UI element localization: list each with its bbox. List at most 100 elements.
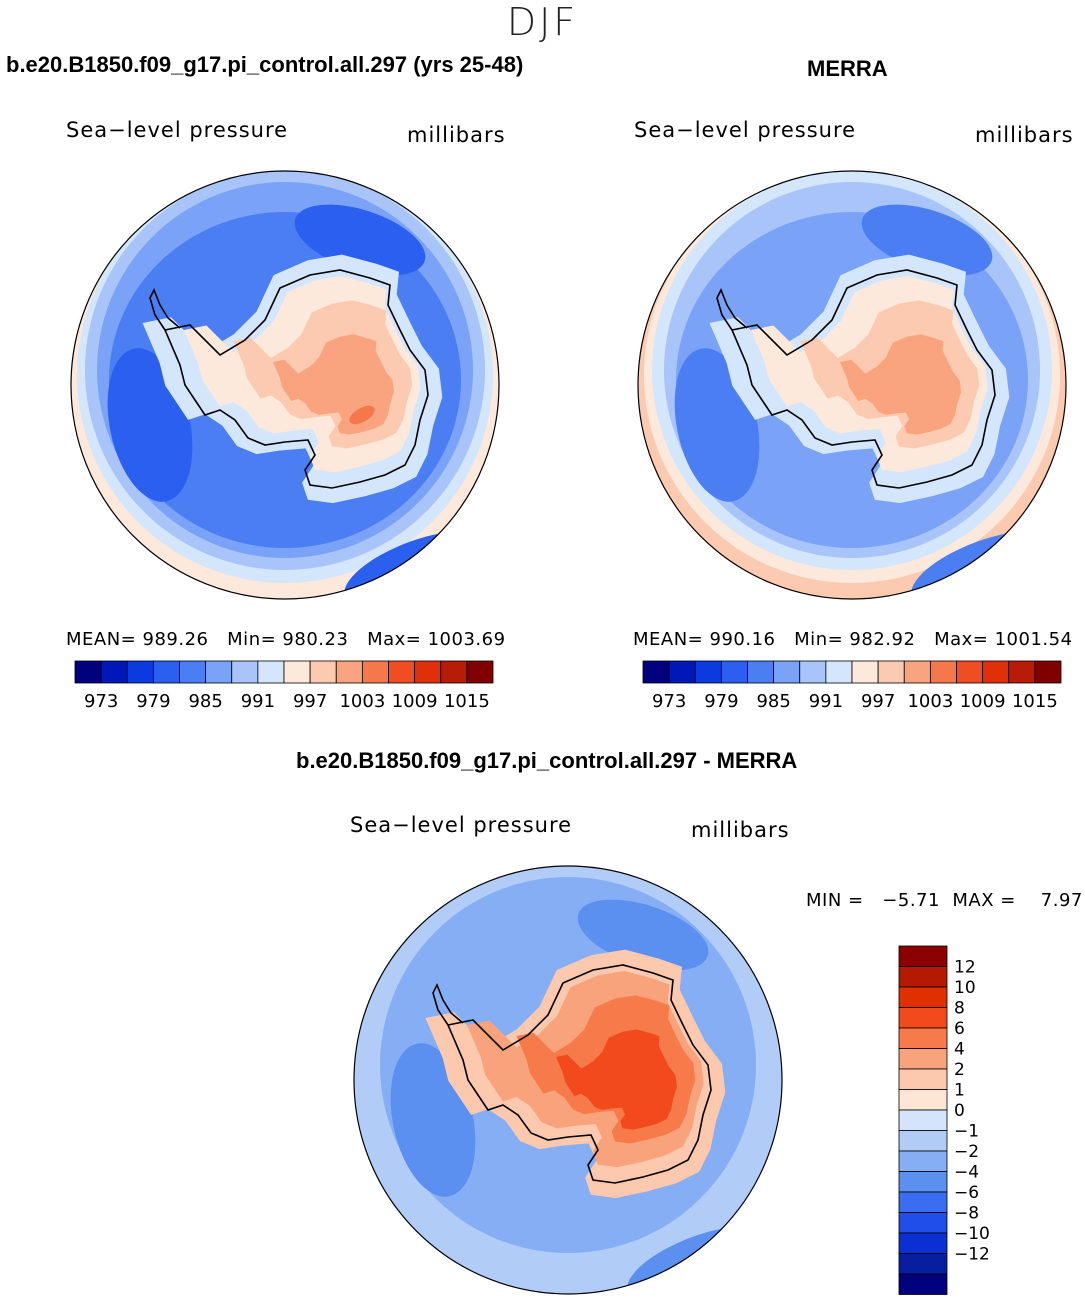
- coastline: [163, 269, 429, 489]
- panel-2-variable: Sea−level pressure: [634, 118, 857, 142]
- colorbar-label: 0: [954, 1101, 965, 1121]
- colorbar-swatch: [694, 660, 722, 684]
- colorbar-swatch: [898, 1253, 948, 1275]
- colorbar-swatch: [309, 660, 337, 684]
- colorbar-swatch: [440, 660, 468, 684]
- colorbar-swatch: [231, 660, 259, 684]
- colorbar-label: 985: [188, 691, 222, 712]
- colorbar-swatch: [466, 660, 494, 684]
- panel-1-stats: MEAN= 989.26 Min= 980.23 Max= 1003.69: [66, 629, 506, 650]
- colorbar-swatch: [179, 660, 207, 684]
- panel-1-title: b.e20.B1850.f09_g17.pi_control.all.297 (…: [6, 52, 524, 77]
- colorbar-swatch: [1008, 660, 1036, 684]
- panel-2-stats: MEAN= 990.16 Min= 982.92 Max= 1001.54: [633, 629, 1073, 650]
- coastline: [432, 983, 464, 1026]
- colorbar-swatch: [126, 660, 154, 684]
- colorbar-label: −8: [954, 1204, 979, 1224]
- panel-1-colorbar: 973 979 985 991 997 1003 1009 1015: [74, 660, 494, 712]
- min-value: −5.71: [882, 890, 940, 911]
- colorbar-swatch: [898, 966, 948, 988]
- colorbar-swatch: [257, 660, 285, 684]
- colorbar-swatch: [152, 660, 180, 684]
- coastline: [446, 964, 712, 1184]
- colorbar-swatch: [720, 660, 748, 684]
- colorbar-swatch: [898, 1130, 948, 1152]
- colorbar-swatch: [898, 1089, 948, 1111]
- panel-1-variable: Sea−level pressure: [66, 118, 289, 142]
- colorbar-label: 979: [704, 691, 738, 712]
- colorbar-label: 10: [954, 978, 976, 998]
- colorbar-label: 997: [861, 691, 895, 712]
- colorbar-swatch: [898, 1068, 948, 1090]
- panel-1-units: millibars: [407, 123, 506, 147]
- colorbar-label: 1003: [907, 691, 953, 712]
- colorbar-label: −6: [954, 1183, 979, 1203]
- min-value: 982.92: [849, 629, 916, 650]
- colorbar-label: 1: [954, 1081, 965, 1101]
- colorbar-label: 2: [954, 1060, 965, 1080]
- colorbar-swatch: [898, 1150, 948, 1172]
- colorbar-label: 1009: [960, 691, 1006, 712]
- colorbar-swatch: [898, 945, 948, 967]
- colorbar-swatch: [773, 660, 801, 684]
- colorbar-label: 1015: [1012, 691, 1058, 712]
- min-label: Min=: [227, 629, 277, 650]
- max-value: 1003.69: [427, 629, 506, 650]
- coastline: [149, 288, 181, 331]
- colorbar-label: 1003: [339, 691, 385, 712]
- colorbar-swatch: [898, 1273, 948, 1295]
- land-contour: [916, 405, 942, 425]
- colorbar-swatch: [335, 660, 363, 684]
- colorbar-swatch: [903, 660, 931, 684]
- panel-2-units: millibars: [975, 123, 1074, 147]
- map-border: [70, 170, 500, 600]
- panel-3-stats: MIN = −5.71 MAX = 7.97: [806, 890, 1083, 911]
- mean-value: 989.26: [142, 629, 209, 650]
- colorbar-label: 973: [84, 691, 118, 712]
- colorbar-label: 979: [136, 691, 170, 712]
- mean-label: MEAN=: [633, 629, 704, 650]
- max-label: MAX =: [952, 890, 1016, 911]
- colorbar-swatch: [668, 660, 696, 684]
- colorbar-swatch: [747, 660, 775, 684]
- colorbar-label: 6: [954, 1019, 965, 1039]
- colorbar-label: 1015: [444, 691, 490, 712]
- colorbar-swatch: [283, 660, 311, 684]
- panel-2-map: [637, 170, 1067, 600]
- colorbar-swatch: [982, 660, 1010, 684]
- colorbar-swatch: [825, 660, 853, 684]
- min-label: MIN =: [806, 890, 864, 911]
- colorbar-label: 973: [652, 691, 686, 712]
- colorbar-swatch: [642, 660, 670, 684]
- panel-2-colorbar: 973 979 985 991 997 1003 1009 1015: [642, 660, 1062, 712]
- colorbar-label: 4: [954, 1040, 965, 1060]
- coastline: [730, 269, 996, 489]
- colorbar-swatch: [361, 660, 389, 684]
- colorbar-swatch: [74, 660, 102, 684]
- colorbar-label: 991: [241, 691, 275, 712]
- colorbar-swatch: [877, 660, 905, 684]
- colorbar-swatch: [898, 1191, 948, 1213]
- colorbar-label: −12: [954, 1245, 990, 1265]
- coastline: [716, 288, 748, 331]
- colorbar-swatch: [898, 1109, 948, 1131]
- max-value: 1001.54: [994, 629, 1073, 650]
- colorbar-label: 1009: [392, 691, 438, 712]
- panel-2-title: MERRA: [807, 56, 888, 81]
- colorbar-label: 8: [954, 999, 965, 1019]
- colorbar-swatch: [100, 660, 128, 684]
- mean-value: 990.16: [709, 629, 776, 650]
- colorbar-swatch: [898, 1232, 948, 1254]
- land-contour: [632, 1100, 658, 1120]
- land-contour: [349, 405, 375, 425]
- colorbar-label: 997: [293, 691, 327, 712]
- colorbar-label: 991: [809, 691, 843, 712]
- min-label: Min=: [794, 629, 844, 650]
- min-value: 980.23: [282, 629, 349, 650]
- colorbar-label: −10: [954, 1224, 990, 1244]
- colorbar-swatch: [851, 660, 879, 684]
- colorbar-swatch: [898, 1212, 948, 1234]
- colorbar-label: −4: [954, 1163, 979, 1183]
- panel-3-variable: Sea−level pressure: [350, 813, 573, 837]
